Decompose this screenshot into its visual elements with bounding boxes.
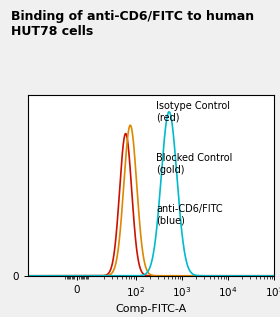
Text: Binding of anti-CD6/FITC to human
HUT78 cells: Binding of anti-CD6/FITC to human HUT78 …	[11, 10, 254, 37]
Text: anti-CD6/FITC
(blue): anti-CD6/FITC (blue)	[156, 204, 223, 226]
Text: Blocked Control
(gold): Blocked Control (gold)	[156, 153, 232, 175]
Text: Isotype Control
(red): Isotype Control (red)	[156, 100, 230, 123]
X-axis label: Comp-FITC-A: Comp-FITC-A	[116, 304, 187, 314]
